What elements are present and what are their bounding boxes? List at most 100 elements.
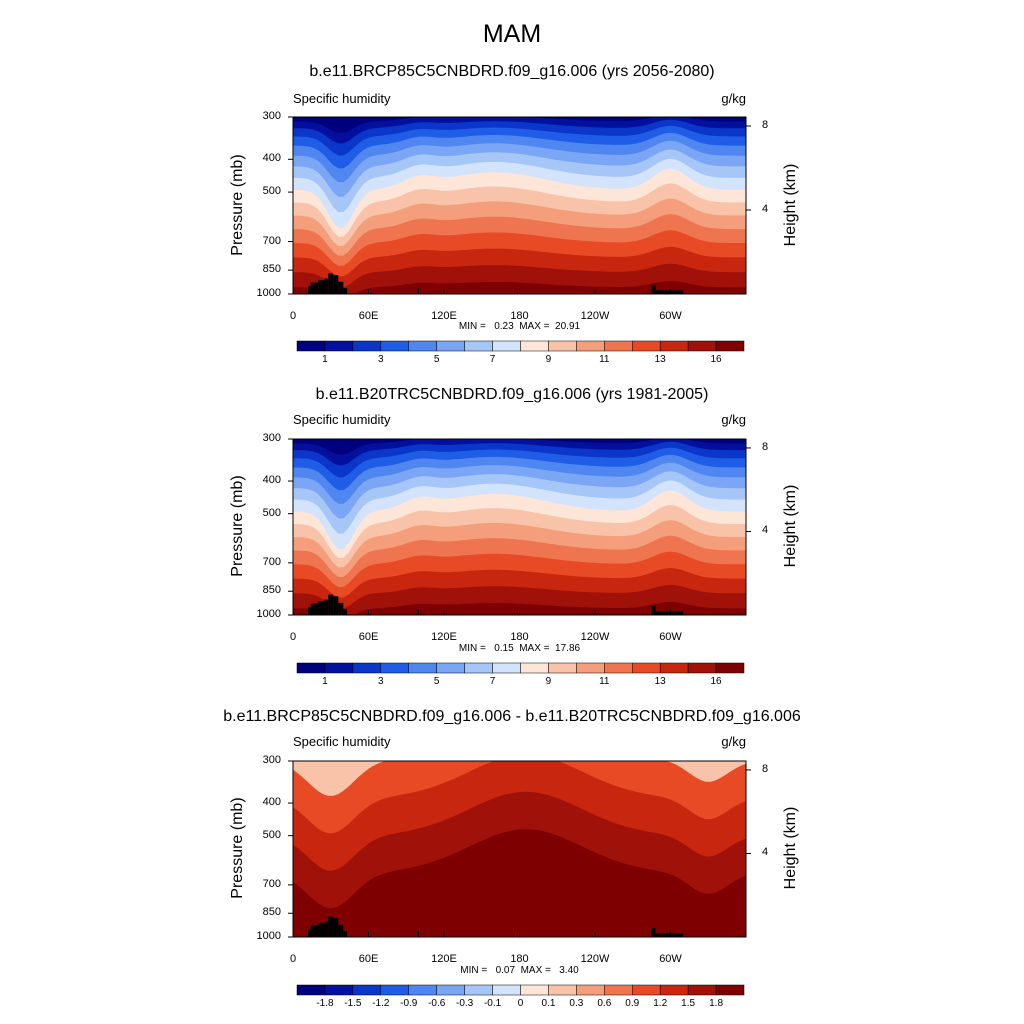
y2-axis-label: Height (km) xyxy=(782,806,799,890)
x-tick-label: 60W xyxy=(659,310,682,322)
x-tick-label: 0 xyxy=(289,310,297,322)
colorbar xyxy=(296,662,745,674)
colorbar-swatch xyxy=(604,662,633,674)
y-tick-label: 1000 xyxy=(256,608,281,620)
colorbar-label: 0 xyxy=(517,998,524,1009)
colorbar-swatch xyxy=(324,662,354,674)
colorbar-swatch xyxy=(659,340,689,352)
colorbar-swatch xyxy=(436,340,465,352)
terrain-block xyxy=(318,601,325,615)
y-tick-label: 500 xyxy=(262,828,281,841)
y2-tick-label: 8 xyxy=(762,762,769,775)
y2-tick-label: 8 xyxy=(762,118,769,131)
colorbar-swatch xyxy=(604,984,633,996)
right-string: g/kg xyxy=(721,734,746,749)
x-tick-label: 60E xyxy=(358,953,379,965)
y2-tick-label: 4 xyxy=(762,524,769,537)
colorbar-swatch xyxy=(492,340,521,352)
panel-title: b.e11.B20TRC5CNBDRD.f09_g16.006 (yrs 198… xyxy=(315,386,709,403)
terrain-block xyxy=(655,933,684,937)
terrain-block xyxy=(328,916,334,937)
y-tick-label: 400 xyxy=(262,796,281,809)
colorbar-swatch xyxy=(464,984,493,996)
colorbar-label: -1.5 xyxy=(344,998,362,1009)
min-max-stats: MIN = 0.15 MAX = 17.86 xyxy=(458,643,581,654)
terrain-block xyxy=(310,925,319,937)
terrain-block xyxy=(308,929,311,937)
terrain-block xyxy=(310,603,319,615)
colorbar-swatch xyxy=(548,984,577,996)
colorbar-label: 1.2 xyxy=(653,998,668,1009)
colorbar-label: 1 xyxy=(322,354,328,365)
colorbar-label: 3 xyxy=(378,676,384,687)
terrain-block xyxy=(417,609,419,615)
x-tick-label: 180 xyxy=(510,953,529,965)
x-tick-label: 120W xyxy=(580,953,610,965)
contour-band xyxy=(293,281,746,294)
colorbar-swatch xyxy=(380,340,409,352)
colorbar-swatch xyxy=(715,984,745,996)
terrain-block xyxy=(328,273,334,294)
colorbar-label: 11 xyxy=(599,354,610,365)
colorbar-swatch xyxy=(687,984,717,996)
min-max-stats: MIN = 0.07 MAX = 3.40 xyxy=(460,965,579,976)
figure-title: MAM xyxy=(482,20,542,48)
colorbar-label: 9 xyxy=(545,354,552,365)
colorbar-label: 1.8 xyxy=(709,998,724,1009)
terrain-block xyxy=(318,280,325,294)
colorbar-swatch xyxy=(632,662,661,674)
terrain-block xyxy=(343,609,348,615)
min-max-stats: MIN = 0.23 MAX = 20.91 xyxy=(458,321,581,332)
terrain-block xyxy=(655,290,684,294)
y-tick-label: 850 xyxy=(262,906,281,919)
colorbar-swatch xyxy=(576,984,605,996)
colorbar-label: 13 xyxy=(654,354,666,365)
y-axis-label: Pressure (mb) xyxy=(229,475,246,577)
x-tick-label: 180 xyxy=(510,310,529,322)
x-tick-label: 60W xyxy=(659,953,682,965)
colorbar-swatch xyxy=(296,340,326,352)
colorbar-swatch xyxy=(352,662,382,674)
colorbar-swatch xyxy=(576,340,605,352)
colorbar-label: -0.9 xyxy=(400,998,418,1009)
panel-title: b.e11.BRCP85C5CNBDRD.f09_g16.006 (yrs 20… xyxy=(309,63,715,80)
x-tick-label: 120E xyxy=(431,953,457,965)
colorbar xyxy=(296,984,745,996)
colorbar-label: 7 xyxy=(489,354,496,365)
colorbar-swatch xyxy=(464,340,493,352)
colorbar-label: -1.8 xyxy=(316,998,334,1009)
colorbar-label: 13 xyxy=(654,676,666,687)
panel-middle xyxy=(288,438,751,674)
colorbar-swatch xyxy=(436,984,465,996)
y2-axis-label: Height (km) xyxy=(782,484,799,568)
y-tick-label: 700 xyxy=(262,877,281,890)
terrain-block xyxy=(338,924,344,937)
x-tick-label: 120W xyxy=(580,631,610,643)
colorbar-swatch xyxy=(324,340,354,352)
colorbar-label: 9 xyxy=(545,676,552,687)
y-axis-label: Pressure (mb) xyxy=(229,153,246,256)
colorbar-swatch xyxy=(548,340,577,352)
terrain-block xyxy=(308,607,311,615)
colorbar-swatch xyxy=(632,984,661,996)
colorbar-label: 1 xyxy=(322,676,328,687)
y2-tick-label: 4 xyxy=(762,846,769,859)
y-tick-label: 500 xyxy=(262,185,281,198)
colorbar-label: -0.3 xyxy=(456,998,474,1009)
colorbar-swatch xyxy=(408,662,437,674)
terrain-block xyxy=(328,594,334,615)
colorbar-label: 1.5 xyxy=(681,998,696,1009)
colorbar-swatch xyxy=(548,662,577,674)
colorbar-swatch xyxy=(520,340,549,352)
x-tick-label: 180 xyxy=(510,631,529,643)
y-tick-label: 500 xyxy=(262,506,281,519)
colorbar-label: 0.9 xyxy=(625,998,640,1009)
colorbar-swatch xyxy=(296,662,326,674)
x-tick-label: 120E xyxy=(431,631,457,643)
y-tick-label: 850 xyxy=(262,584,281,597)
colorbar-swatch xyxy=(632,340,661,352)
contour-field xyxy=(293,117,746,294)
colorbar-swatch xyxy=(576,662,605,674)
terrain-block xyxy=(338,281,344,294)
